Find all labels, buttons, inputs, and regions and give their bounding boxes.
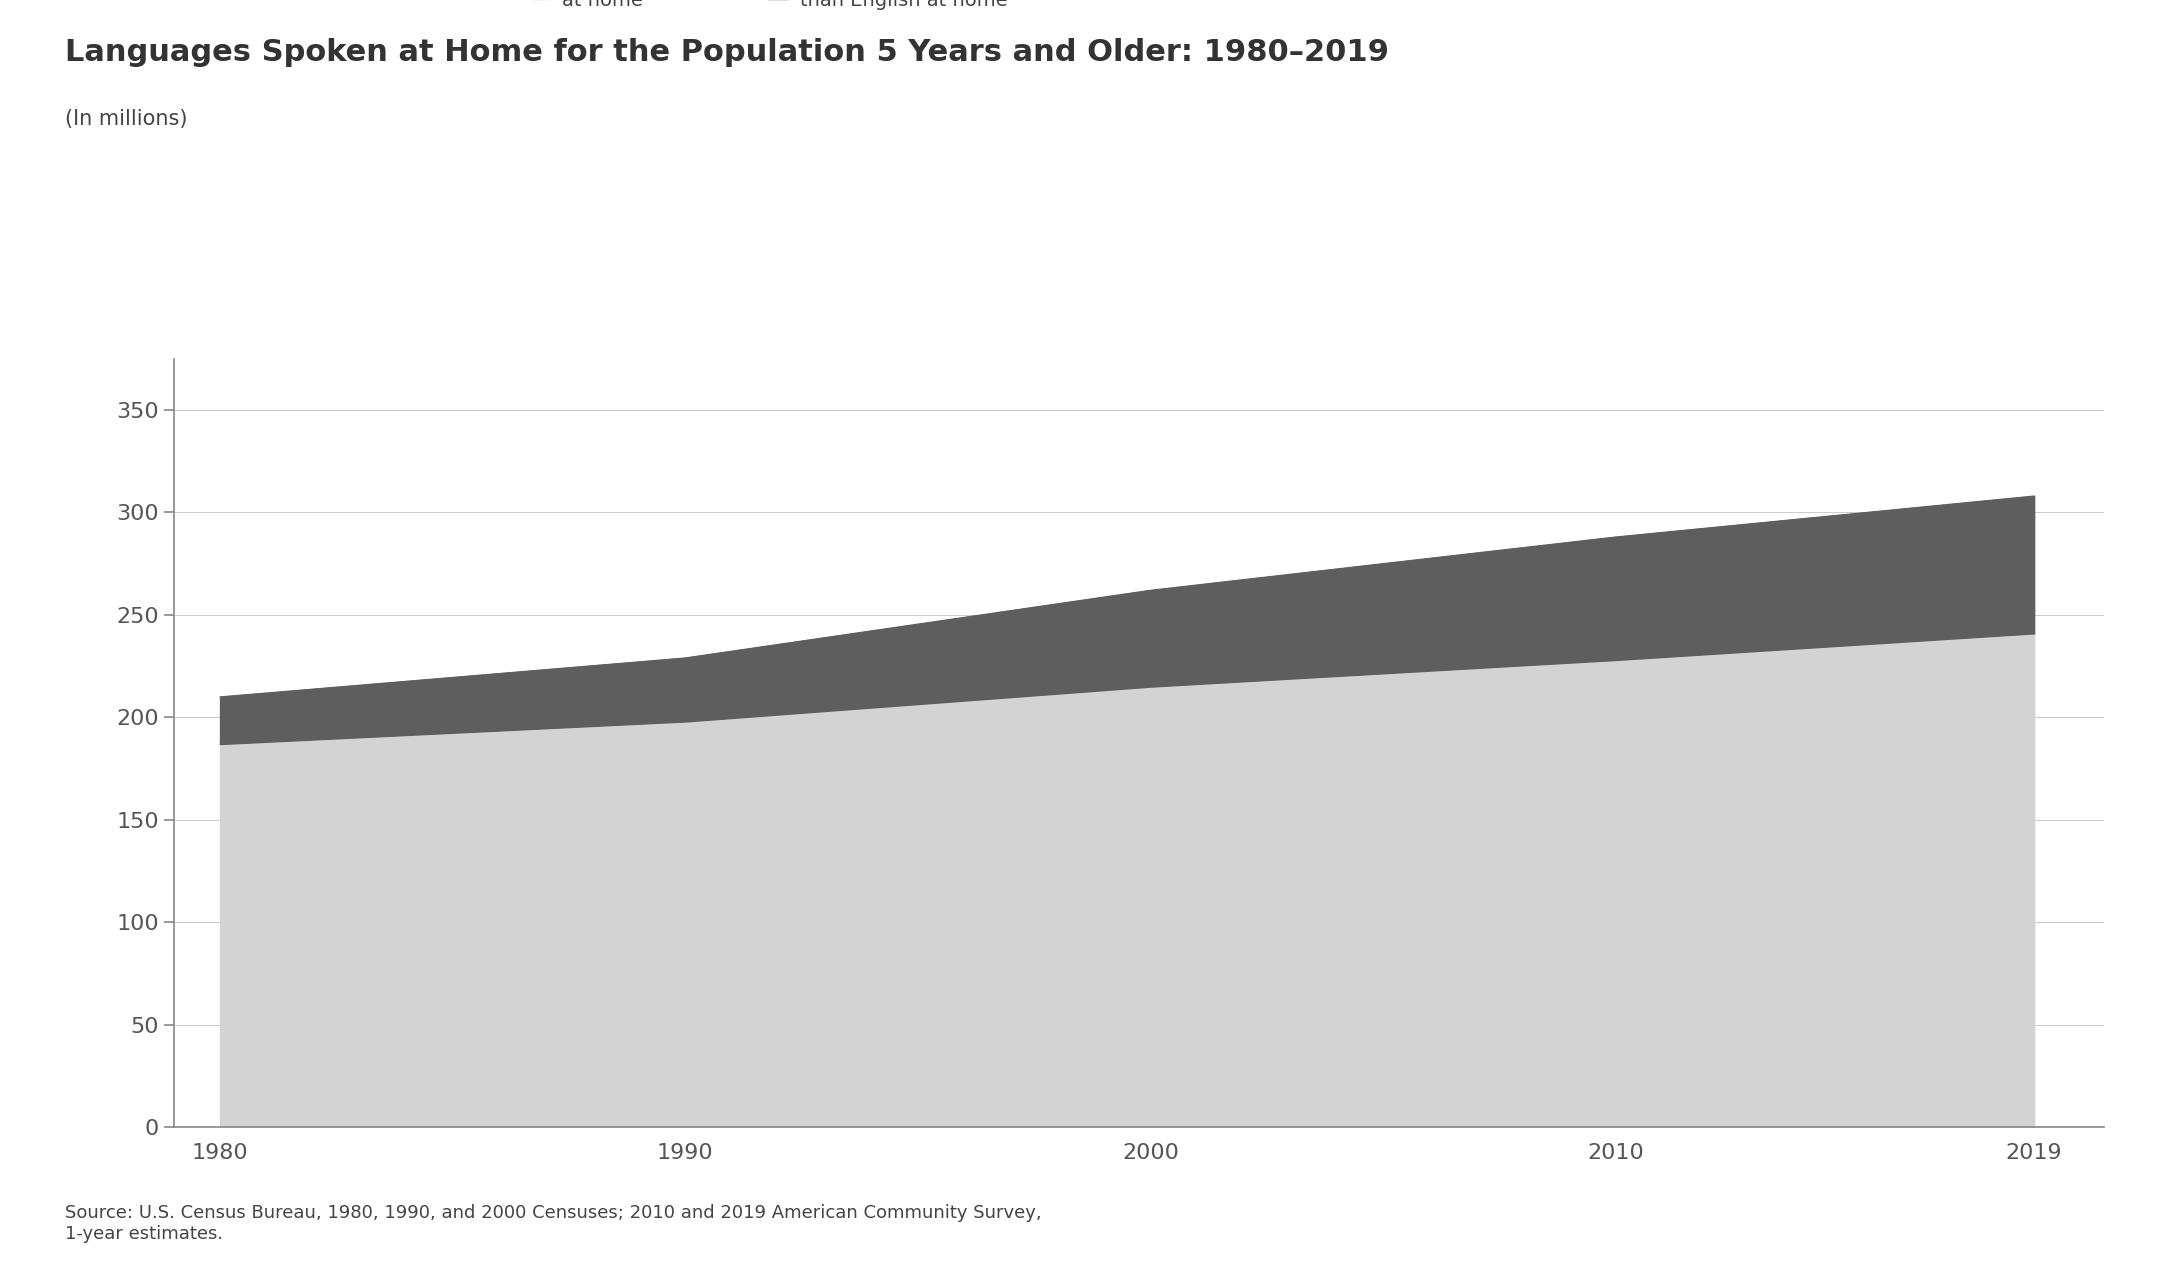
Text: (In millions): (In millions) [65,109,187,129]
Legend: Spoke only English
at home, Spoke a language other
than English at home: Spoke only English at home, Spoke a lang… [531,0,1032,10]
Text: Languages Spoken at Home for the Population 5 Years and Older: 1980–2019: Languages Spoken at Home for the Populat… [65,38,1388,68]
Text: Source: U.S. Census Bureau, 1980, 1990, and 2000 Censuses; 2010 and 2019 America: Source: U.S. Census Bureau, 1980, 1990, … [65,1204,1041,1243]
